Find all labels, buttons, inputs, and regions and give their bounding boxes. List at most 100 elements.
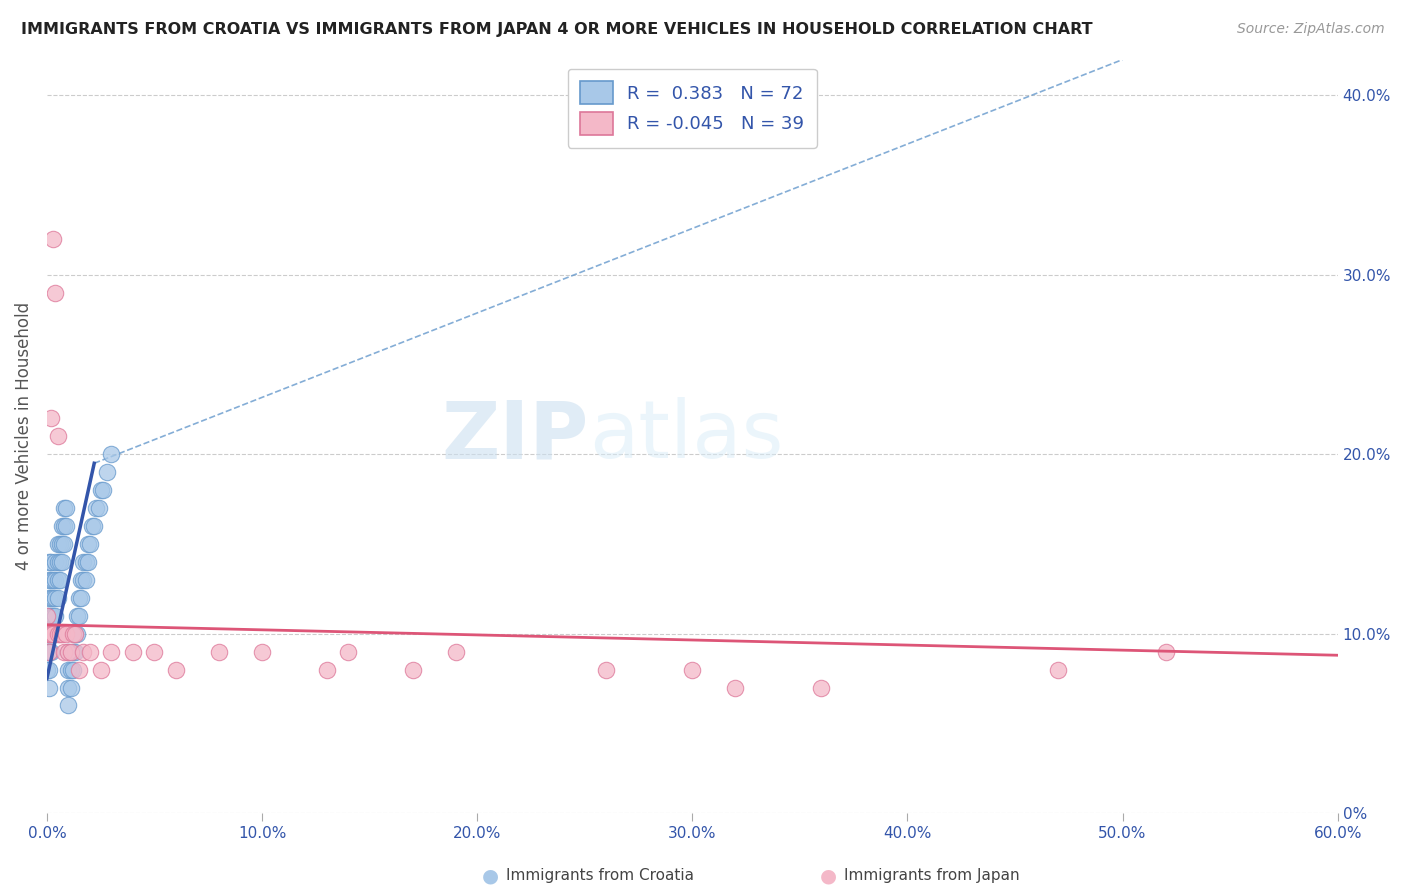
Point <box>122 645 145 659</box>
Point <box>35 626 58 640</box>
Point <box>62 645 84 659</box>
Point <box>58 698 80 713</box>
Point <box>70 573 93 587</box>
Point <box>165 663 187 677</box>
Point <box>681 663 703 677</box>
Text: ●: ● <box>482 866 499 886</box>
Point <box>49 537 72 551</box>
Point <box>46 626 69 640</box>
Point <box>38 681 60 695</box>
Point <box>67 663 90 677</box>
Point <box>49 573 72 587</box>
Point <box>1046 663 1069 677</box>
Point <box>66 626 89 640</box>
Point <box>401 663 423 677</box>
Point <box>42 626 65 640</box>
Point <box>62 626 84 640</box>
Point <box>39 411 62 425</box>
Point <box>46 573 69 587</box>
Point <box>53 537 76 551</box>
Point <box>51 626 73 640</box>
Point <box>55 501 77 516</box>
Point <box>35 663 58 677</box>
Text: Immigrants from Croatia: Immigrants from Croatia <box>506 869 695 883</box>
Point <box>76 555 98 569</box>
Point <box>39 555 62 569</box>
Point <box>595 663 617 677</box>
Point <box>44 555 66 569</box>
Point <box>62 663 84 677</box>
Point <box>46 429 69 443</box>
Point <box>42 573 65 587</box>
Point <box>39 573 62 587</box>
Point <box>51 519 73 533</box>
Point <box>55 626 77 640</box>
Point <box>58 645 80 659</box>
Point <box>44 608 66 623</box>
Text: Source: ZipAtlas.com: Source: ZipAtlas.com <box>1237 22 1385 37</box>
Point <box>79 645 101 659</box>
Point <box>75 555 97 569</box>
Point <box>58 681 80 695</box>
Point <box>100 447 122 461</box>
Point <box>55 519 77 533</box>
Text: ●: ● <box>820 866 837 886</box>
Point <box>143 645 166 659</box>
Text: Immigrants from Japan: Immigrants from Japan <box>844 869 1019 883</box>
Point <box>67 591 90 605</box>
Point <box>58 645 80 659</box>
Point <box>38 626 60 640</box>
Text: IMMIGRANTS FROM CROATIA VS IMMIGRANTS FROM JAPAN 4 OR MORE VEHICLES IN HOUSEHOLD: IMMIGRANTS FROM CROATIA VS IMMIGRANTS FR… <box>21 22 1092 37</box>
Point <box>59 681 82 695</box>
Point <box>38 608 60 623</box>
Point <box>51 537 73 551</box>
Point <box>1154 645 1177 659</box>
Point <box>810 681 832 695</box>
Point <box>51 555 73 569</box>
Legend: R =  0.383   N = 72, R = -0.045   N = 39: R = 0.383 N = 72, R = -0.045 N = 39 <box>568 69 817 147</box>
Point <box>49 626 72 640</box>
Point <box>53 645 76 659</box>
Point <box>86 501 108 516</box>
Point <box>100 645 122 659</box>
Point <box>35 645 58 659</box>
Point <box>59 645 82 659</box>
Point <box>46 537 69 551</box>
Point <box>44 285 66 300</box>
Point <box>42 591 65 605</box>
Point <box>39 626 62 640</box>
Point <box>83 519 105 533</box>
Point <box>38 645 60 659</box>
Point <box>38 626 60 640</box>
Point <box>72 645 94 659</box>
Point <box>72 555 94 569</box>
Point <box>63 626 86 640</box>
Point <box>53 519 76 533</box>
Point <box>67 608 90 623</box>
Point <box>44 573 66 587</box>
Point <box>66 608 89 623</box>
Point <box>76 537 98 551</box>
Point <box>35 608 58 623</box>
Point <box>315 663 337 677</box>
Point <box>38 663 60 677</box>
Point <box>87 501 110 516</box>
Point <box>39 591 62 605</box>
Text: ZIP: ZIP <box>441 397 589 475</box>
Point <box>38 555 60 569</box>
Point <box>96 465 118 479</box>
Point <box>80 519 103 533</box>
Point <box>250 645 273 659</box>
Point <box>44 591 66 605</box>
Point <box>337 645 360 659</box>
Point <box>35 608 58 623</box>
Point <box>70 591 93 605</box>
Y-axis label: 4 or more Vehicles in Household: 4 or more Vehicles in Household <box>15 302 32 570</box>
Point <box>90 663 112 677</box>
Point <box>72 573 94 587</box>
Point <box>39 645 62 659</box>
Point <box>49 555 72 569</box>
Point <box>38 591 60 605</box>
Point <box>63 626 86 640</box>
Point <box>38 573 60 587</box>
